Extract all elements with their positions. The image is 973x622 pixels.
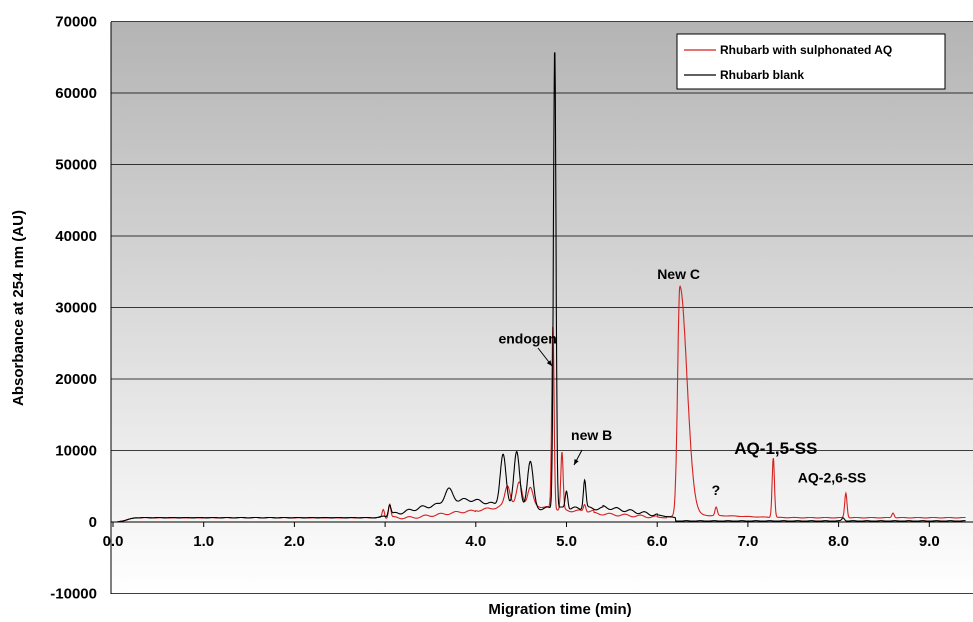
annotation-label: ? [712,482,721,498]
x-tick-label: 7.0 [737,533,758,550]
annotation-label: AQ-2,6-SS [798,470,866,486]
plot-background [111,22,973,594]
x-tick-label: 2.0 [284,533,305,550]
x-axis-title: Migration time (min) [488,601,631,618]
x-tick-label: 9.0 [919,533,940,550]
x-tick-label: 6.0 [647,533,668,550]
y-tick-label: 50000 [55,157,97,174]
annotation-label: endogen [498,330,556,346]
y-tick-label: 70000 [55,14,97,31]
gridlines [111,21,973,594]
tick-labels: 70000 60000 50000 40000 30000 20000 10000 0 -100… [50,14,939,603]
annotation-label: new B [571,427,612,443]
x-tick-label: 0.0 [103,533,124,550]
y-axis-title: Absorbance at 254 nm (AU) [10,210,27,406]
axes [110,22,973,594]
y-tick-label: 20000 [55,371,97,388]
y-tick-label: 30000 [55,300,97,317]
x-tick-label: 3.0 [375,533,396,550]
annotation-label: AQ-1,5-SS [734,439,817,458]
x-tick-label: 4.0 [465,533,486,550]
annotation-arrowhead [546,360,552,366]
legend-box [676,33,946,90]
annotations: endogen new B New C AQ-1,5-SS? AQ-2,6-SS [498,266,866,498]
y-tick-label: 0 [89,514,97,531]
annotation-label: New C [657,266,700,282]
legend-label-blank: Rhubarb blank [720,68,804,82]
legend-label-sulphonated: Rhubarb with sulphonated AQ [720,43,892,57]
series-group [113,52,966,523]
x-tick-label: 5.0 [556,533,577,550]
y-tick-label: 10000 [55,443,97,460]
annotation-arrowhead [574,459,579,465]
x-tick-label: 1.0 [193,533,214,550]
x-tick-label: 8.0 [828,533,849,550]
series-line-blank [113,52,966,523]
y-tick-label: 60000 [55,85,97,102]
y-tick-label: 40000 [55,228,97,245]
y-tick-label: -10000 [50,586,97,603]
legend: Rhubarb with sulphonated AQ Rhubarb blan… [676,33,946,90]
